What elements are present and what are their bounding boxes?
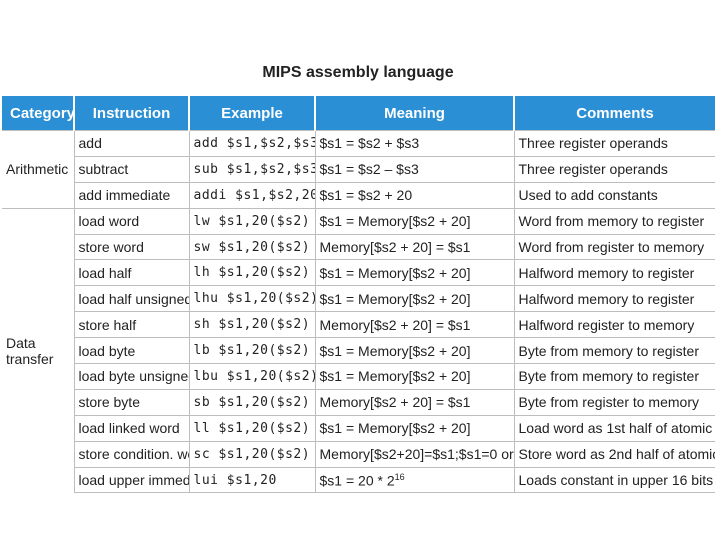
instruction-cell: subtract [73,155,189,183]
meaning-cell: $s1 = Memory[$s2 + 20] [314,207,514,235]
instruction-cell: load byte unsigned [73,363,189,390]
comment-cell: Word from memory to register [513,207,715,235]
comment-cell: Load word as 1st half of atomic swap [513,414,715,442]
table-row: subtract sub $s1,$s2,$s3 $s1 = $s2 – $s3 Th… [2,155,715,183]
category-cell: Data transfer [2,207,74,493]
table-row: store half sh $s1,20($s2) Memory[$s2 + 20]… [2,311,715,338]
table-row: add immediate addi $s1,$s2,20 $s1 = $s2 + … [2,181,715,209]
column-header: Example [188,96,315,131]
table-row: load linked word ll $s1,20($s2) $s1 = Memo… [2,414,715,442]
example-cell: lui $s1,20 [188,466,315,494]
column-header: Instruction [73,96,189,131]
example-cell: add $s1,$s2,$s3 [188,130,315,157]
instruction-cell: add [73,130,189,157]
instruction-cell: store half [73,311,189,338]
example-cell: sb $s1,20($s2) [188,388,315,416]
comment-cell: Used to add constants [513,181,715,209]
example-cell: lbu $s1,20($s2) [188,363,315,390]
table-row: Data transfer load word lw $s1,20($s2) $s1 … [2,207,715,493]
meaning-cell: $s1 = 20 * 216 [314,466,514,494]
comment-cell: Loads constant in upper 16 bits [513,466,715,494]
comment-cell: Byte from register to memory [513,388,715,416]
comment-cell: Word from register to memory [513,233,715,260]
meaning-cell: Memory[$s2 + 20] = $s1 [314,233,514,260]
instruction-cell: store byte [73,388,189,416]
example-cell: addi $s1,$s2,20 [188,181,315,209]
comment-cell: Byte from memory to register [513,363,715,390]
meaning-cell: $s1 = Memory[$s2 + 20] [314,414,514,442]
column-header: Category [2,96,75,131]
example-cell: sh $s1,20($s2) [188,311,315,338]
category-cell: Arithmetic [2,130,74,209]
table-row: store word sw $s1,20($s2) Memory[$s2 + 20]… [2,233,715,260]
table-row: load byte lb $s1,20($s2) $s1 = Memory[$s2 … [2,337,715,364]
meaning-cell: $s1 = Memory[$s2 + 20] [314,285,514,312]
table-row: load upper immed. lui $s1,20 $s1 = 20 * 21… [2,466,715,494]
title: MIPS assembly language [262,64,454,81]
example-cell: ll $s1,20($s2) [188,414,315,442]
example-cell: lb $s1,20($s2) [188,337,315,364]
meaning-cell: $s1 = $s2 – $s3 [314,155,514,183]
instruction-cell: store word [73,233,189,260]
instruction-cell: load linked word [73,414,189,442]
meaning-cell: $s1 = Memory[$s2 + 20] [314,363,514,390]
meaning-cell: Memory[$s2 + 20] = $s1 [314,388,514,416]
example-cell: lh $s1,20($s2) [188,259,315,286]
meaning-cell: $s1 = Memory[$s2 + 20] [314,259,514,286]
comment-cell: Byte from memory to register [513,337,715,364]
comment-cell: Store word as 2nd half of atomic swap [513,440,715,468]
meaning-cell: $s1 = Memory[$s2 + 20] [314,337,514,364]
meaning-cell: $s1 = $s2 + 20 [314,181,514,209]
instruction-cell: load upper immed. [73,466,189,494]
instruction-cell: add immediate [73,181,189,209]
comment-cell: Halfword memory to register [513,285,715,312]
meaning-cell: $s1 = $s2 + $s3 [314,130,514,157]
example-cell: sub $s1,$s2,$s3 [188,155,315,183]
instruction-cell: load word [73,207,189,235]
instruction-cell: store condition. word [73,440,189,468]
example-cell: sc $s1,20($s2) [188,440,315,468]
meaning-cell: Memory[$s2 + 20] = $s1 [314,311,514,338]
table-row: Arithmetic add add $s1,$s2,$s3 $s1 = $s2 + … [2,130,715,209]
table-row: load half lh $s1,20($s2) $s1 = Memory[$s2 … [2,259,715,286]
meaning-text: $s1 = 20 * 2 [319,472,395,489]
comment-cell: Three register operands [513,155,715,183]
comment-cell: Halfword memory to register [513,259,715,286]
comment-cell: Halfword register to memory [513,311,715,338]
example-cell: lw $s1,20($s2) [188,207,315,235]
table-row: store byte sb $s1,20($s2) Memory[$s2 + 20]… [2,388,715,416]
instruction-cell: load byte [73,337,189,364]
comment-cell: Three register operands [513,130,715,157]
table-row: load byte unsigned lbu $s1,20($s2) $s1 = M… [2,363,715,390]
table-row: store condition. wordsc $s1,20($s2)Memor… [2,440,715,468]
example-cell: sw $s1,20($s2) [188,233,315,260]
instruction-cell: load half [73,259,189,286]
column-header: Comments [513,96,715,131]
example-cell: lhu $s1,20($s2) [188,285,315,312]
table-row: load half unsigned lhu $s1,20($s2) $s1 = M… [2,285,715,312]
instruction-cell: load half unsigned [73,285,189,312]
column-header: Meaning [314,96,514,131]
instruction-table: Category Instruction Example Meaning Comment… [2,96,715,494]
exponent: 16 [394,471,405,482]
meaning-cell: Memory[$s2+20]=$s1;$s1=0 or 1 [314,440,514,468]
header-row: Category Instruction Example Meaning Comment… [2,96,715,131]
